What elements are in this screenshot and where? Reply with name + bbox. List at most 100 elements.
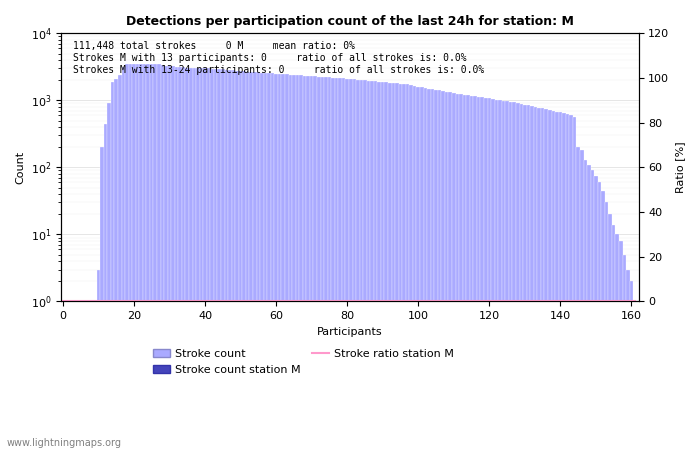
Bar xyxy=(416,87,420,450)
Bar xyxy=(186,68,189,450)
Bar xyxy=(196,68,200,450)
Bar xyxy=(285,74,288,450)
Bar xyxy=(512,103,516,450)
Stroke ratio station M xyxy=(247,299,256,304)
Bar xyxy=(253,72,257,450)
Bar xyxy=(303,76,307,450)
Stroke ratio station M xyxy=(59,299,67,304)
Bar xyxy=(523,105,526,450)
Bar xyxy=(111,82,114,450)
Bar xyxy=(143,64,146,450)
Bar xyxy=(477,97,480,450)
Bar xyxy=(160,65,164,450)
Bar xyxy=(129,64,132,450)
Bar xyxy=(534,107,538,450)
Bar xyxy=(395,83,399,450)
Bar xyxy=(399,84,402,450)
Bar xyxy=(363,81,367,450)
Bar xyxy=(168,66,172,450)
Bar xyxy=(484,98,488,450)
Bar xyxy=(214,69,218,450)
Bar xyxy=(370,81,374,450)
Bar xyxy=(498,100,502,450)
X-axis label: Participants: Participants xyxy=(317,327,383,337)
Bar xyxy=(281,74,285,450)
Bar xyxy=(345,79,349,450)
Bar xyxy=(420,87,424,450)
Bar xyxy=(139,64,143,450)
Bar xyxy=(541,108,545,450)
Bar xyxy=(122,67,125,450)
Bar xyxy=(538,108,541,450)
Bar xyxy=(548,110,552,450)
Bar xyxy=(203,68,206,450)
Bar xyxy=(438,90,442,450)
Bar xyxy=(445,92,449,450)
Y-axis label: Count: Count xyxy=(15,151,25,184)
Bar xyxy=(424,88,427,450)
Bar xyxy=(434,90,438,450)
Bar xyxy=(324,77,328,450)
Bar xyxy=(114,79,118,450)
Bar xyxy=(349,79,353,450)
Bar xyxy=(146,64,150,450)
Bar xyxy=(278,74,281,450)
Bar xyxy=(211,68,214,450)
Bar xyxy=(299,75,303,450)
Bar xyxy=(519,104,523,450)
Bar xyxy=(232,71,235,450)
Bar xyxy=(321,77,324,450)
Text: www.lightningmaps.org: www.lightningmaps.org xyxy=(7,437,122,447)
Bar xyxy=(591,171,594,450)
Bar xyxy=(406,84,410,450)
Bar xyxy=(608,214,612,450)
Stroke ratio station M xyxy=(108,299,117,304)
Bar xyxy=(612,225,615,450)
Bar xyxy=(356,80,360,450)
Bar xyxy=(569,115,573,450)
Bar xyxy=(295,75,299,450)
Bar xyxy=(413,86,416,450)
Bar xyxy=(353,79,356,450)
Bar xyxy=(157,64,160,450)
Y-axis label: Ratio [%]: Ratio [%] xyxy=(675,142,685,193)
Bar xyxy=(136,64,139,450)
Bar xyxy=(267,73,271,450)
Bar xyxy=(488,99,491,450)
Bar xyxy=(249,72,253,450)
Bar xyxy=(189,68,192,450)
Bar xyxy=(132,64,136,450)
Bar xyxy=(566,114,569,450)
Bar xyxy=(153,64,157,450)
Bar xyxy=(391,83,395,450)
Bar xyxy=(125,64,129,450)
Bar xyxy=(509,102,512,450)
Bar xyxy=(555,112,559,450)
Bar xyxy=(307,76,310,450)
Bar xyxy=(292,75,295,450)
Bar xyxy=(367,81,370,450)
Bar xyxy=(221,69,225,450)
Text: 111,448 total strokes     0 M     mean ratio: 0%
Strokes M with 13 participants:: 111,448 total strokes 0 M mean ratio: 0%… xyxy=(73,41,484,75)
Bar xyxy=(442,91,445,450)
Bar xyxy=(107,104,111,450)
Bar xyxy=(491,99,495,450)
Bar xyxy=(530,106,534,450)
Bar xyxy=(193,68,196,450)
Bar xyxy=(584,160,587,450)
Stroke ratio station M xyxy=(244,299,252,304)
Bar xyxy=(338,78,342,450)
Bar xyxy=(288,75,292,450)
Legend: Stroke count, Stroke count station M, Stroke ratio station M: Stroke count, Stroke count station M, St… xyxy=(148,345,458,379)
Bar xyxy=(552,111,555,450)
Bar xyxy=(235,71,239,450)
Bar xyxy=(598,182,601,450)
Bar xyxy=(331,78,335,450)
Bar xyxy=(257,72,260,450)
Stroke ratio station M xyxy=(517,299,526,304)
Bar xyxy=(630,281,634,450)
Stroke ratio station M xyxy=(631,299,639,304)
Bar xyxy=(218,69,221,450)
Bar xyxy=(377,82,381,450)
Bar xyxy=(562,113,566,450)
